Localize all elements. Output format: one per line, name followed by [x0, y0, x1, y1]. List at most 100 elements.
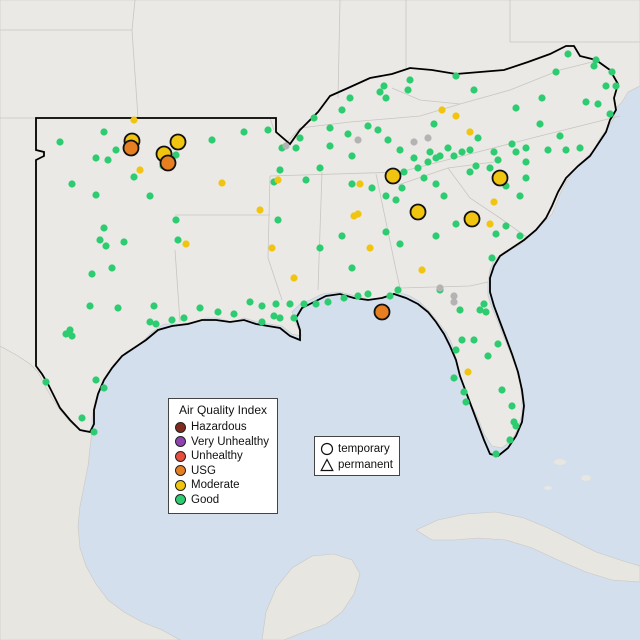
temporary-monitor-moderate[interactable] — [491, 169, 509, 187]
monitor-marker-good[interactable] — [522, 174, 530, 182]
monitor-marker-moderate[interactable] — [486, 220, 494, 228]
monitor-marker-moderate[interactable] — [218, 179, 226, 187]
monitor-marker-good[interactable] — [582, 98, 590, 106]
monitor-marker-good[interactable] — [432, 180, 440, 188]
monitor-marker-moderate[interactable] — [490, 198, 498, 206]
monitor-marker-good[interactable] — [108, 264, 116, 272]
monitor-marker-good[interactable] — [404, 86, 412, 94]
monitor-marker-good[interactable] — [432, 154, 440, 162]
monitor-marker-good[interactable] — [374, 126, 382, 134]
monitor-marker-good[interactable] — [384, 136, 392, 144]
monitor-marker-good[interactable] — [474, 134, 482, 142]
monitor-marker-good[interactable] — [544, 146, 552, 154]
monitor-marker-good[interactable] — [476, 306, 484, 314]
monitor-marker-good[interactable] — [62, 330, 70, 338]
monitor-marker-good[interactable] — [376, 88, 384, 96]
monitor-marker-good[interactable] — [348, 152, 356, 160]
monitor-marker-good[interactable] — [324, 298, 332, 306]
monitor-marker-good[interactable] — [338, 106, 346, 114]
monitor-marker-good[interactable] — [484, 352, 492, 360]
monitor-marker-good[interactable] — [146, 192, 154, 200]
monitor-marker-good[interactable] — [100, 128, 108, 136]
monitor-marker-good[interactable] — [538, 94, 546, 102]
monitor-marker-good[interactable] — [612, 82, 620, 90]
monitor-marker-good[interactable] — [92, 376, 100, 384]
monitor-marker-good[interactable] — [312, 300, 320, 308]
monitor-marker-good[interactable] — [264, 126, 272, 134]
monitor-marker-good[interactable] — [490, 148, 498, 156]
monitor-marker-good[interactable] — [502, 222, 510, 230]
monitor-marker-moderate[interactable] — [130, 116, 138, 124]
monitor-marker-good[interactable] — [100, 384, 108, 392]
temporary-monitor-moderate[interactable] — [169, 133, 187, 151]
monitor-marker-moderate[interactable] — [274, 176, 282, 184]
monitor-marker-good[interactable] — [456, 306, 464, 314]
monitor-marker-good[interactable] — [492, 230, 500, 238]
monitor-marker-good[interactable] — [480, 300, 488, 308]
temporary-monitor-moderate[interactable] — [409, 203, 427, 221]
monitor-marker-good[interactable] — [258, 318, 266, 326]
monitor-marker-good[interactable] — [492, 450, 500, 458]
monitor-marker-moderate[interactable] — [466, 128, 474, 136]
monitor-marker-good[interactable] — [494, 340, 502, 348]
monitor-marker-good[interactable] — [130, 173, 138, 181]
monitor-marker-good[interactable] — [470, 336, 478, 344]
monitor-marker-good[interactable] — [258, 302, 266, 310]
monitor-marker-moderate[interactable] — [452, 112, 460, 120]
monitor-marker-good[interactable] — [516, 192, 524, 200]
monitor-marker-good[interactable] — [410, 154, 418, 162]
monitor-marker-good[interactable] — [396, 146, 404, 154]
monitor-marker-moderate[interactable] — [356, 180, 364, 188]
monitor-marker-good[interactable] — [472, 162, 480, 170]
monitor-marker-good[interactable] — [382, 94, 390, 102]
monitor-marker-good[interactable] — [432, 232, 440, 240]
monitor-marker-good[interactable] — [470, 86, 478, 94]
monitor-marker-good[interactable] — [344, 130, 352, 138]
monitor-marker-unknown[interactable] — [354, 136, 362, 144]
monitor-marker-good[interactable] — [414, 164, 422, 172]
monitor-marker-good[interactable] — [466, 168, 474, 176]
monitor-marker-moderate[interactable] — [268, 244, 276, 252]
monitor-marker-good[interactable] — [100, 224, 108, 232]
monitor-marker-good[interactable] — [394, 286, 402, 294]
monitor-marker-good[interactable] — [146, 318, 154, 326]
monitor-marker-good[interactable] — [512, 104, 520, 112]
monitor-marker-good[interactable] — [368, 184, 376, 192]
monitor-marker-good[interactable] — [452, 220, 460, 228]
temporary-monitor-usg[interactable] — [159, 154, 177, 172]
monitor-marker-unknown[interactable] — [424, 134, 432, 142]
monitor-marker-good[interactable] — [246, 298, 254, 306]
monitor-marker-good[interactable] — [424, 158, 432, 166]
monitor-marker-good[interactable] — [102, 242, 110, 250]
monitor-marker-good[interactable] — [78, 414, 86, 422]
temporary-monitor-usg[interactable] — [373, 303, 391, 321]
monitor-marker-good[interactable] — [152, 320, 160, 328]
monitor-marker-good[interactable] — [552, 68, 560, 76]
monitor-marker-good[interactable] — [112, 146, 120, 154]
monitor-marker-good[interactable] — [230, 310, 238, 318]
monitor-marker-good[interactable] — [608, 68, 616, 76]
monitor-marker-good[interactable] — [364, 290, 372, 298]
monitor-marker-good[interactable] — [488, 254, 496, 262]
monitor-marker-good[interactable] — [316, 164, 324, 172]
monitor-marker-good[interactable] — [512, 148, 520, 156]
monitor-marker-good[interactable] — [482, 308, 490, 316]
monitor-marker-good[interactable] — [286, 300, 294, 308]
monitor-marker-good[interactable] — [326, 124, 334, 132]
monitor-marker-moderate[interactable] — [464, 368, 472, 376]
monitor-marker-good[interactable] — [180, 314, 188, 322]
monitor-marker-good[interactable] — [602, 82, 610, 90]
monitor-marker-good[interactable] — [594, 100, 602, 108]
monitor-marker-good[interactable] — [452, 72, 460, 80]
monitor-marker-good[interactable] — [452, 346, 460, 354]
monitor-marker-good[interactable] — [508, 402, 516, 410]
monitor-marker-good[interactable] — [172, 216, 180, 224]
monitor-marker-good[interactable] — [326, 142, 334, 150]
monitor-marker-good[interactable] — [382, 228, 390, 236]
monitor-marker-good[interactable] — [120, 238, 128, 246]
monitor-marker-good[interactable] — [606, 110, 614, 118]
monitor-marker-good[interactable] — [208, 136, 216, 144]
monitor-marker-good[interactable] — [214, 308, 222, 316]
monitor-marker-good[interactable] — [174, 236, 182, 244]
monitor-marker-good[interactable] — [172, 151, 180, 159]
